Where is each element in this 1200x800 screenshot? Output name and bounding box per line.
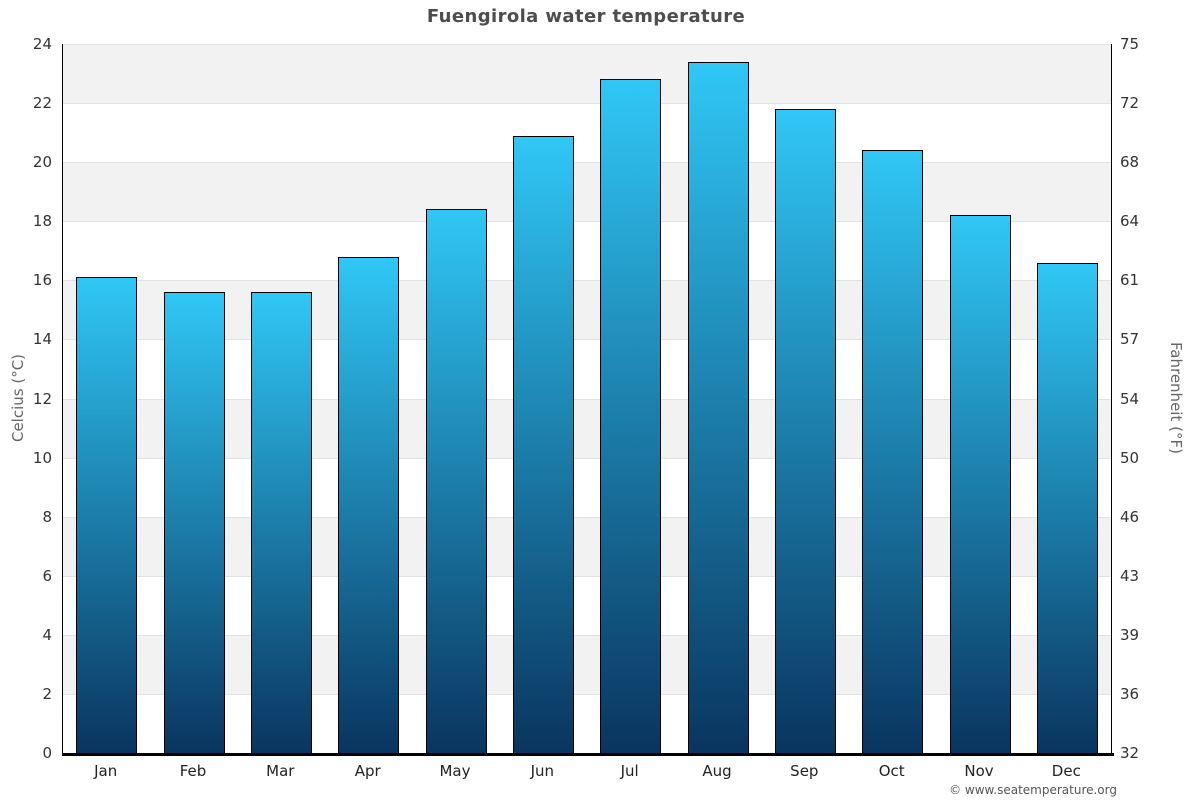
y-tick-left: 14: [32, 330, 52, 349]
x-tick-dec: Dec: [1051, 762, 1081, 780]
y-tick-left: 8: [42, 507, 52, 526]
gridline: [63, 280, 1111, 282]
gridline: [63, 44, 1111, 45]
gridline: [63, 398, 1111, 400]
y-tick-right: 39: [1120, 625, 1140, 644]
plot-band: [63, 575, 1111, 635]
y-tick-left: 6: [42, 566, 52, 585]
y-tick-left: 18: [32, 212, 52, 231]
plot-band: [63, 44, 1111, 104]
bar-oct[interactable]: [862, 150, 924, 753]
y-tick-left: 12: [32, 389, 52, 408]
plot-band: [63, 221, 1111, 281]
plot-band: [63, 457, 1111, 517]
chart-title: Fuengirola water temperature: [426, 6, 746, 27]
bar-may[interactable]: [425, 209, 487, 753]
gridline: [63, 221, 1111, 223]
bar-nov[interactable]: [949, 215, 1011, 753]
plot-band: [63, 162, 1111, 222]
x-tick-jun: Jun: [530, 762, 555, 780]
plot-band: [63, 280, 1111, 340]
plot-band: [63, 634, 1111, 694]
gridline: [63, 516, 1111, 518]
plot-band: [63, 339, 1111, 399]
gridline: [63, 457, 1111, 459]
y-tick-right: 64: [1120, 212, 1140, 231]
x-tick-oct: Oct: [878, 762, 905, 780]
gridline: [63, 634, 1111, 636]
plot-band: [63, 516, 1111, 576]
y-tick-right: 32: [1120, 744, 1140, 762]
y-tick-right: 36: [1120, 684, 1140, 703]
y-tick-right: 54: [1120, 389, 1140, 408]
y-tick-left: 16: [32, 271, 52, 290]
y-tick-right: 68: [1120, 153, 1140, 172]
x-tick-jul: Jul: [620, 762, 639, 780]
bar-dec[interactable]: [1036, 262, 1098, 753]
x-tick-may: May: [439, 762, 471, 780]
gridline: [63, 693, 1111, 695]
y-axis-right-title: Fahrenheit (°F): [1167, 342, 1185, 454]
x-tick-nov: Nov: [964, 762, 994, 780]
y-tick-left: 22: [32, 94, 52, 113]
y-tick-left: 0: [42, 744, 52, 762]
y-tick-right: 75: [1120, 35, 1140, 53]
x-tick-mar: Mar: [266, 762, 295, 780]
bar-jan[interactable]: [76, 277, 138, 753]
y-tick-left: 2: [42, 684, 52, 703]
gridline: [63, 162, 1111, 164]
y-tick-left: 24: [32, 35, 52, 53]
gridline: [63, 575, 1111, 577]
x-tick-aug: Aug: [702, 762, 732, 780]
y-tick-right: 50: [1120, 448, 1140, 467]
plot-band: [63, 693, 1111, 753]
gridline: [63, 339, 1111, 341]
gridline: [63, 103, 1111, 105]
y-tick-left: 10: [32, 448, 52, 467]
y-tick-right: 61: [1120, 271, 1140, 290]
y-axis-left-title: Celcius (°C): [9, 353, 27, 443]
y-tick-right: 57: [1120, 330, 1140, 349]
y-tick-right: 46: [1120, 507, 1140, 526]
bar-apr[interactable]: [338, 256, 400, 753]
y-tick-right: 72: [1120, 94, 1140, 113]
plot-band: [63, 398, 1111, 458]
y-tick-right: 43: [1120, 566, 1140, 585]
y-tick-left: 20: [32, 153, 52, 172]
bar-feb[interactable]: [163, 292, 225, 753]
x-tick-apr: Apr: [354, 762, 381, 780]
x-tick-jan: Jan: [94, 762, 118, 780]
plot-area: [62, 44, 1112, 753]
plot-band: [63, 103, 1111, 163]
copyright-link[interactable]: © www.seatemperature.org: [949, 783, 1117, 797]
x-tick-feb: Feb: [179, 762, 207, 780]
bar-jun[interactable]: [512, 135, 574, 753]
y-tick-left: 4: [42, 625, 52, 644]
bar-mar[interactable]: [250, 292, 312, 753]
bar-sep[interactable]: [774, 109, 836, 753]
bar-jul[interactable]: [600, 79, 662, 753]
x-tick-sep: Sep: [790, 762, 819, 780]
bar-aug[interactable]: [687, 61, 749, 753]
x-axis-line: [62, 753, 1114, 756]
